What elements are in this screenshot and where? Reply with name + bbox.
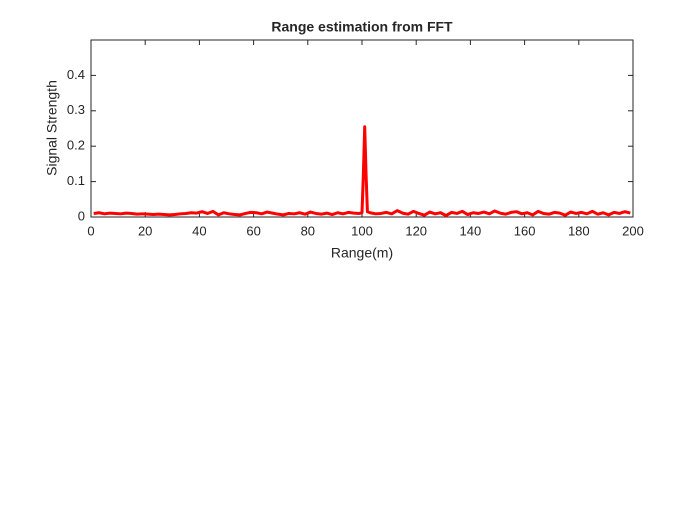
x-tick-label: 20 xyxy=(138,223,152,238)
x-tick-label: 60 xyxy=(246,223,260,238)
x-tick-label: 100 xyxy=(351,223,373,238)
data-line xyxy=(93,125,631,218)
x-axis-label: Range(m) xyxy=(331,245,393,261)
x-tick-label: 180 xyxy=(568,223,590,238)
x-tick-label: 80 xyxy=(301,223,315,238)
x-tick-label: 0 xyxy=(87,223,94,238)
y-tick-label: 0.2 xyxy=(67,138,85,153)
y-tick-label: 0.3 xyxy=(67,102,85,117)
y-tick-label: 0.1 xyxy=(67,173,85,188)
x-tick-label: 140 xyxy=(460,223,482,238)
x-tick-label: 200 xyxy=(622,223,644,238)
y-axis-label: Signal Strength xyxy=(44,80,60,176)
x-tick-label: 120 xyxy=(405,223,427,238)
x-tick-label: 40 xyxy=(192,223,206,238)
x-tick-label: 160 xyxy=(514,223,536,238)
y-tick-label: 0 xyxy=(78,208,85,223)
y-tick-label: 0.4 xyxy=(67,67,85,82)
chart-title: Range estimation from FFT xyxy=(271,19,453,35)
